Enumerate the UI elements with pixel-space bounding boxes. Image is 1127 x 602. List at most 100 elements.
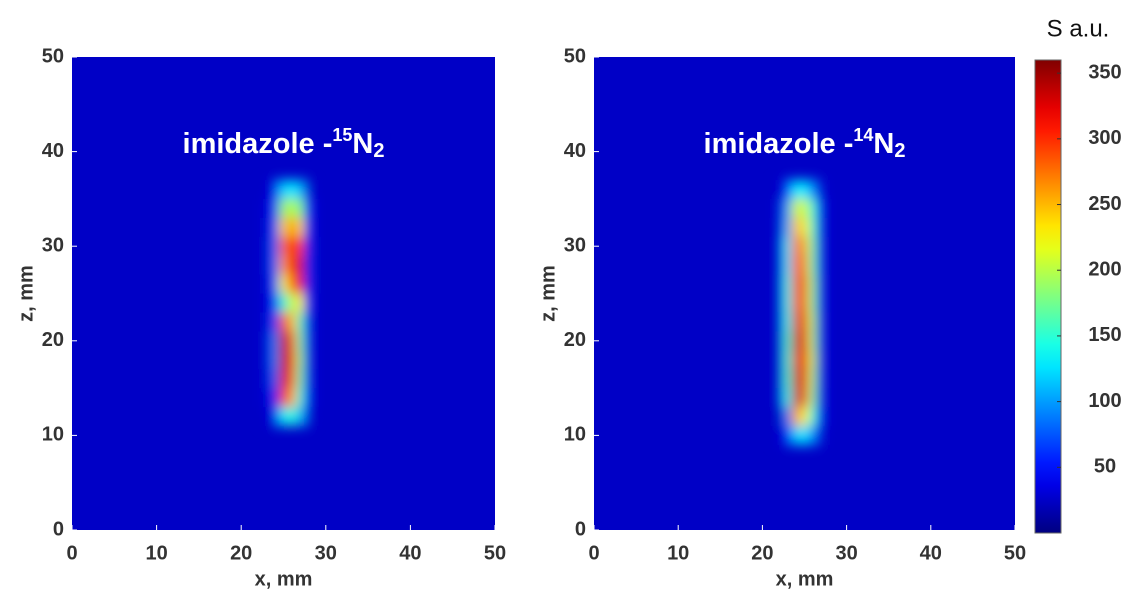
colorbar-tick-label: 350 bbox=[1088, 61, 1121, 83]
heatmap-cell bbox=[304, 293, 314, 313]
heatmap-cell bbox=[270, 274, 280, 294]
heatmap-cell bbox=[262, 179, 271, 199]
heatmap-cell bbox=[783, 255, 792, 275]
heatmap-cell bbox=[304, 198, 314, 218]
heatmap-cell bbox=[817, 369, 826, 389]
heatmap-cell bbox=[775, 198, 784, 218]
heatmap-cell bbox=[262, 369, 271, 389]
heatmap-cell bbox=[287, 217, 297, 237]
heatmap-cell bbox=[808, 274, 818, 294]
heatmap-cell bbox=[287, 312, 297, 332]
heatmap-cell bbox=[304, 388, 314, 408]
heatmap-cell bbox=[279, 236, 288, 256]
heatmap-cell bbox=[775, 350, 784, 370]
heatmap-cell bbox=[279, 331, 288, 351]
heatmap-cell bbox=[783, 331, 792, 351]
heatmap-cell bbox=[279, 407, 288, 426]
heatmap-cell bbox=[800, 274, 809, 294]
heatmap-cell bbox=[775, 369, 784, 389]
x-tick-label: 20 bbox=[751, 542, 773, 564]
heatmap-cell bbox=[791, 293, 801, 313]
title-sub: 2 bbox=[894, 140, 905, 162]
y-tick-label: 0 bbox=[53, 518, 64, 540]
y-tick-label: 20 bbox=[42, 329, 64, 351]
heatmap-cell bbox=[800, 331, 809, 351]
heatmap-cell bbox=[296, 179, 305, 199]
heatmap-cell bbox=[808, 312, 818, 332]
chart-title: imidazole -15N2 bbox=[183, 125, 385, 163]
heatmap-cell bbox=[262, 274, 271, 294]
heatmap-cell bbox=[783, 274, 792, 294]
heatmap-cell bbox=[279, 350, 288, 370]
heatmap-cell bbox=[800, 312, 809, 332]
title-sup: 15 bbox=[332, 125, 352, 145]
heatmap-cell bbox=[270, 331, 280, 351]
heatmap-cell bbox=[304, 312, 314, 332]
heatmap-cell bbox=[783, 425, 792, 445]
heatmap-cell bbox=[287, 388, 297, 408]
colorbar-tick-label: 50 bbox=[1094, 456, 1116, 478]
heatmap-cell bbox=[304, 255, 314, 275]
heatmap-cell bbox=[808, 236, 818, 256]
heatmap-cell bbox=[287, 407, 297, 426]
heatmap-cells bbox=[775, 179, 826, 445]
heatmap-cell bbox=[270, 369, 280, 389]
heatmap-cell bbox=[800, 369, 809, 389]
heatmap-cell bbox=[304, 217, 314, 237]
y-tick-label: 40 bbox=[564, 140, 586, 162]
y-tick-label: 0 bbox=[575, 518, 586, 540]
heatmap-cell bbox=[296, 198, 305, 218]
x-tick-label: 30 bbox=[315, 542, 337, 564]
colorbar-label: S a.u. bbox=[1047, 15, 1110, 42]
heatmap-cell bbox=[296, 331, 305, 351]
heatmap-cell bbox=[775, 312, 784, 332]
colorbar-tick-label: 150 bbox=[1088, 324, 1121, 346]
heatmap-cell bbox=[287, 179, 297, 199]
x-tick-label: 20 bbox=[230, 542, 252, 564]
y-tick-label: 10 bbox=[564, 424, 586, 446]
heatmap-cell bbox=[304, 369, 314, 389]
heatmap-cell bbox=[304, 350, 314, 370]
heatmap-cell bbox=[800, 217, 809, 237]
heatmap-cell bbox=[270, 293, 280, 313]
heatmap-cell bbox=[270, 198, 280, 218]
heatmap-cell bbox=[279, 255, 288, 275]
heatmap-cell bbox=[800, 236, 809, 256]
heatmap-cell bbox=[800, 255, 809, 275]
heatmap-cell bbox=[296, 274, 305, 294]
heatmap-cell bbox=[817, 274, 826, 294]
heatmap-cell bbox=[270, 388, 280, 408]
heatmap-cell bbox=[270, 407, 280, 426]
chart-title: imidazole -14N2 bbox=[704, 125, 906, 163]
x-tick-label: 50 bbox=[484, 542, 506, 564]
heatmap-cell bbox=[808, 331, 818, 351]
colorbar-tick-label: 300 bbox=[1088, 127, 1121, 149]
heatmap-cell bbox=[817, 217, 826, 237]
heatmap-cell bbox=[296, 350, 305, 370]
heatmap-cell bbox=[287, 331, 297, 351]
heatmap-cell bbox=[262, 350, 271, 370]
heatmap-cell bbox=[791, 407, 801, 426]
heatmap-cell bbox=[296, 369, 305, 389]
heatmap-cell bbox=[296, 293, 305, 313]
heatmap-cell bbox=[279, 388, 288, 408]
x-tick-label: 10 bbox=[667, 542, 689, 564]
heatmap-cell bbox=[800, 293, 809, 313]
heatmap-cell bbox=[808, 179, 818, 199]
heatmap-cell bbox=[775, 388, 784, 408]
heatmap-cell bbox=[296, 312, 305, 332]
heatmap-cell bbox=[775, 331, 784, 351]
heatmap-cell bbox=[800, 350, 809, 370]
heatmap-cell bbox=[304, 274, 314, 294]
heatmap-cell bbox=[262, 407, 271, 426]
y-tick-label: 50 bbox=[564, 45, 586, 67]
heatmap-cell bbox=[287, 274, 297, 294]
heatmap-cell bbox=[791, 255, 801, 275]
heatmap-cell bbox=[262, 236, 271, 256]
heatmap-cell bbox=[817, 388, 826, 408]
title-sub: 2 bbox=[373, 140, 384, 162]
heatmap-cell bbox=[800, 179, 809, 199]
heatmap-cell bbox=[775, 217, 784, 237]
x-tick-label: 40 bbox=[920, 542, 942, 564]
